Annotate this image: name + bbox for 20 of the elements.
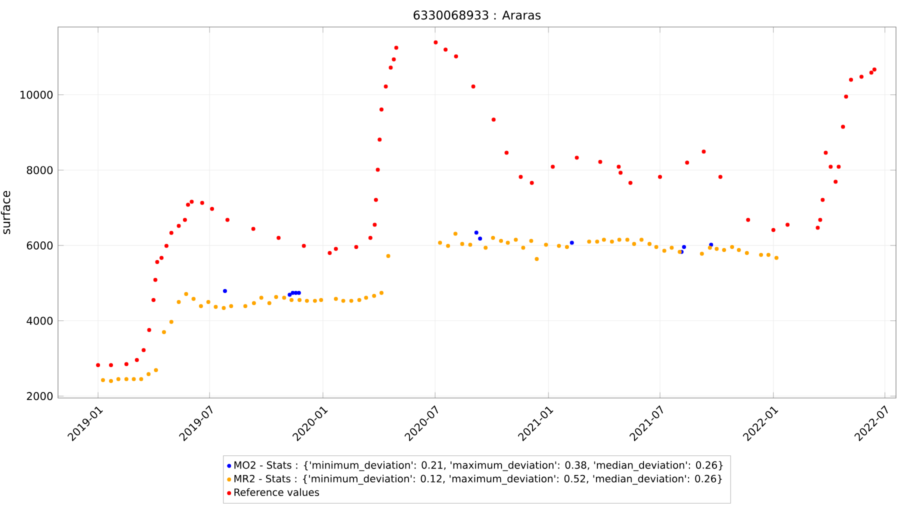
y-tick-label: 2000 xyxy=(26,392,53,400)
point xyxy=(478,236,482,241)
y-tick-label: 10000 xyxy=(20,90,53,99)
point xyxy=(294,290,298,295)
point xyxy=(474,230,478,235)
point xyxy=(222,289,227,294)
legend-label: MO2 - Stats : {'minimum_deviation': 0.21, 'maximum_deviation': 0.38, 'median_deviation': 0.26} xyxy=(234,461,723,472)
legend-label: Reference values xyxy=(234,488,320,496)
y-axis-title: surface xyxy=(0,190,10,234)
legend-label: MR2 - Stats : {'minimum_deviation': 0.12, 'maximum_deviation': 0.52, 'median_deviation': 0.26} xyxy=(234,474,722,485)
point xyxy=(682,244,686,249)
point xyxy=(570,240,574,245)
y-tick-label: 6000 xyxy=(26,241,53,250)
point xyxy=(290,290,295,295)
y-tick-label: 8000 xyxy=(26,166,53,174)
point xyxy=(709,242,714,247)
point xyxy=(288,292,292,297)
chart-title: 6330068933 : Araras xyxy=(414,10,541,20)
y-tick-label: 4000 xyxy=(26,316,53,325)
point xyxy=(296,290,301,295)
